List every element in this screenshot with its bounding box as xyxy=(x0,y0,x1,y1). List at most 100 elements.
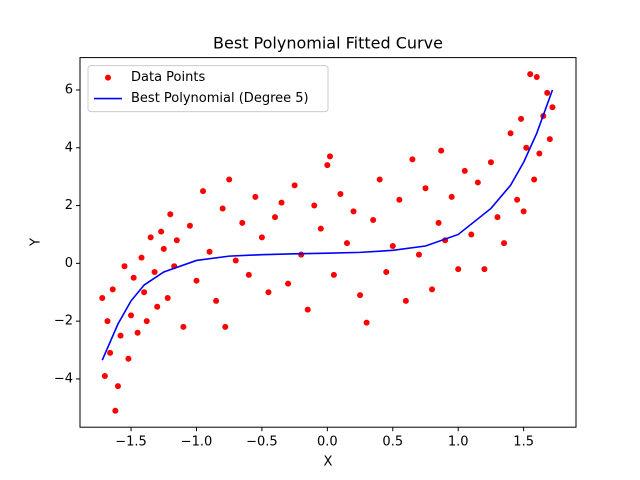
x-tick-label: 1.0 xyxy=(448,435,469,450)
data-point xyxy=(151,269,158,276)
data-point xyxy=(326,153,333,160)
data-point xyxy=(514,196,521,203)
data-point xyxy=(158,228,165,235)
data-point xyxy=(298,251,305,258)
data-point xyxy=(363,319,370,326)
x-tick-label: 0.5 xyxy=(382,435,403,450)
data-point xyxy=(389,243,396,250)
legend-box xyxy=(87,65,329,113)
data-point xyxy=(330,271,337,278)
data-point xyxy=(337,190,344,197)
data-point xyxy=(461,167,468,174)
data-point xyxy=(252,193,259,200)
data-point xyxy=(125,355,132,362)
data-point xyxy=(114,383,121,390)
data-point xyxy=(112,407,119,414)
data-point xyxy=(154,303,161,310)
data-point xyxy=(350,208,357,215)
data-point xyxy=(487,159,494,166)
data-point xyxy=(164,295,171,302)
data-point xyxy=(494,214,501,221)
y-tick-label: −2 xyxy=(54,314,73,329)
data-point xyxy=(536,150,543,157)
y-tick-label: −4 xyxy=(54,371,73,386)
data-point xyxy=(370,217,377,224)
data-point xyxy=(527,71,534,78)
y-tick-label: 4 xyxy=(65,140,73,155)
data-point xyxy=(226,176,233,183)
data-point xyxy=(402,297,409,304)
data-point xyxy=(549,104,556,111)
x-tick-label: 0.0 xyxy=(317,435,338,450)
data-point xyxy=(121,263,128,270)
data-point xyxy=(258,234,265,241)
data-point xyxy=(507,130,514,137)
x-tick-label: −1.5 xyxy=(115,435,147,450)
data-point xyxy=(265,289,272,296)
data-point xyxy=(291,182,298,189)
data-point xyxy=(304,306,311,313)
data-point xyxy=(130,274,137,281)
data-point xyxy=(546,136,553,143)
y-tick-label: 0 xyxy=(65,256,73,271)
data-point xyxy=(271,214,278,221)
data-point xyxy=(474,179,481,186)
data-point xyxy=(531,176,538,183)
data-point xyxy=(143,318,150,325)
data-point xyxy=(520,208,527,215)
data-point xyxy=(409,156,416,163)
data-point xyxy=(357,292,364,299)
y-tick-label: 6 xyxy=(65,82,73,97)
data-point xyxy=(107,349,114,356)
data-point xyxy=(324,162,331,169)
legend-label: Best Polynomial (Degree 5) xyxy=(131,91,309,106)
data-point xyxy=(117,332,124,339)
data-point xyxy=(415,251,422,258)
data-point xyxy=(173,237,180,244)
data-point xyxy=(518,115,525,122)
data-point xyxy=(109,286,116,293)
data-point xyxy=(523,144,530,151)
data-point xyxy=(396,196,403,203)
data-point xyxy=(206,248,213,255)
data-point xyxy=(533,73,540,80)
data-point xyxy=(501,240,508,247)
data-point xyxy=(544,89,551,96)
data-point xyxy=(438,147,445,154)
data-point xyxy=(285,280,292,287)
data-point xyxy=(134,329,141,336)
x-tick-label: 1.5 xyxy=(513,435,534,450)
data-point xyxy=(128,312,135,319)
data-point xyxy=(167,211,174,218)
data-point xyxy=(193,277,200,284)
plot-frame xyxy=(79,57,577,428)
data-point xyxy=(429,286,436,293)
data-point xyxy=(99,295,106,302)
fit-line xyxy=(101,89,554,361)
legend-swatch xyxy=(105,74,111,81)
data-point xyxy=(383,269,390,276)
data-point xyxy=(468,231,475,238)
data-point xyxy=(278,199,285,206)
data-point xyxy=(200,188,207,195)
x-tick-label: −1.0 xyxy=(181,435,213,450)
x-tick-label: −0.5 xyxy=(246,435,278,450)
data-point xyxy=(180,323,187,330)
data-point xyxy=(138,254,145,261)
data-point xyxy=(101,373,108,380)
data-point xyxy=(435,219,442,226)
data-point xyxy=(317,225,324,232)
legend-label: Data Points xyxy=(131,70,205,85)
data-point xyxy=(343,240,350,247)
data-point xyxy=(481,266,488,273)
data-point xyxy=(160,245,167,252)
data-point xyxy=(448,193,455,200)
data-point xyxy=(186,222,193,229)
data-point xyxy=(245,271,252,278)
chart-title: Best Polynomial Fitted Curve xyxy=(213,34,443,53)
data-point xyxy=(147,234,154,241)
data-point xyxy=(232,257,239,264)
data-point xyxy=(311,202,318,209)
data-point xyxy=(213,297,220,304)
